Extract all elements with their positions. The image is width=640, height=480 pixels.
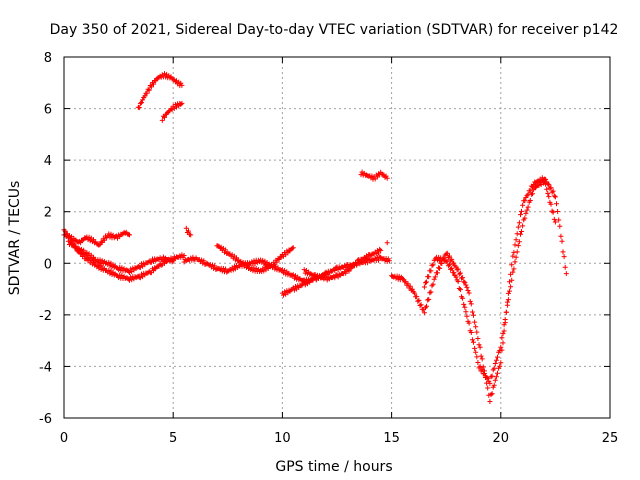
y-tick-label: 2 bbox=[44, 206, 52, 221]
series-markers bbox=[183, 225, 194, 238]
series-arc-early-c bbox=[65, 238, 176, 275]
series-markers bbox=[61, 227, 187, 283]
x-tick-label: 20 bbox=[493, 431, 510, 446]
x-tick-label: 0 bbox=[60, 431, 68, 446]
series-arc-mid-c bbox=[214, 243, 296, 274]
x-tick-label: 25 bbox=[602, 431, 619, 446]
series-arc-mid-b bbox=[183, 225, 194, 238]
series-markers bbox=[65, 238, 176, 275]
series-markers bbox=[135, 71, 185, 111]
y-tick-label: -4 bbox=[39, 360, 52, 375]
y-tick-label: -6 bbox=[39, 412, 52, 427]
y-tick-label: 4 bbox=[44, 154, 52, 169]
series-markers bbox=[384, 240, 390, 246]
series-arc-high-a bbox=[135, 71, 185, 111]
x-tick-label: 10 bbox=[274, 431, 291, 446]
series-markers bbox=[159, 100, 185, 123]
x-tick-label: 15 bbox=[383, 431, 400, 446]
data-series bbox=[61, 71, 569, 404]
x-axis-label: GPS time / hours bbox=[275, 459, 392, 475]
x-tick-label: 5 bbox=[169, 431, 177, 446]
series-arc-mid-e bbox=[301, 246, 384, 283]
series-markers bbox=[301, 246, 384, 283]
grid-lines bbox=[64, 57, 610, 418]
series-arc-early-a bbox=[61, 227, 187, 283]
plot-area-frame bbox=[63, 56, 611, 419]
series-arc-late-b bbox=[421, 178, 558, 386]
y-tick-label: 8 bbox=[44, 51, 52, 66]
series-point-isolated bbox=[384, 240, 390, 246]
y-tick-label: -2 bbox=[39, 309, 52, 324]
y-tick-label: 6 bbox=[44, 103, 52, 118]
series-arc-isolated bbox=[358, 169, 390, 182]
series-arc-high-b bbox=[159, 100, 185, 123]
series-markers bbox=[421, 178, 558, 386]
y-tick-label: 0 bbox=[44, 257, 52, 272]
y-axis-label: SDTVAR / TECUs bbox=[7, 181, 23, 296]
axis-ticks: 0 5 10 15 20 25 -6 -4 -2 0 2 4 6 8 bbox=[39, 51, 618, 446]
series-markers bbox=[214, 243, 296, 274]
series-markers bbox=[358, 169, 390, 182]
chart-title: Day 350 of 2021, Sidereal Day-to-day VTE… bbox=[50, 22, 619, 38]
